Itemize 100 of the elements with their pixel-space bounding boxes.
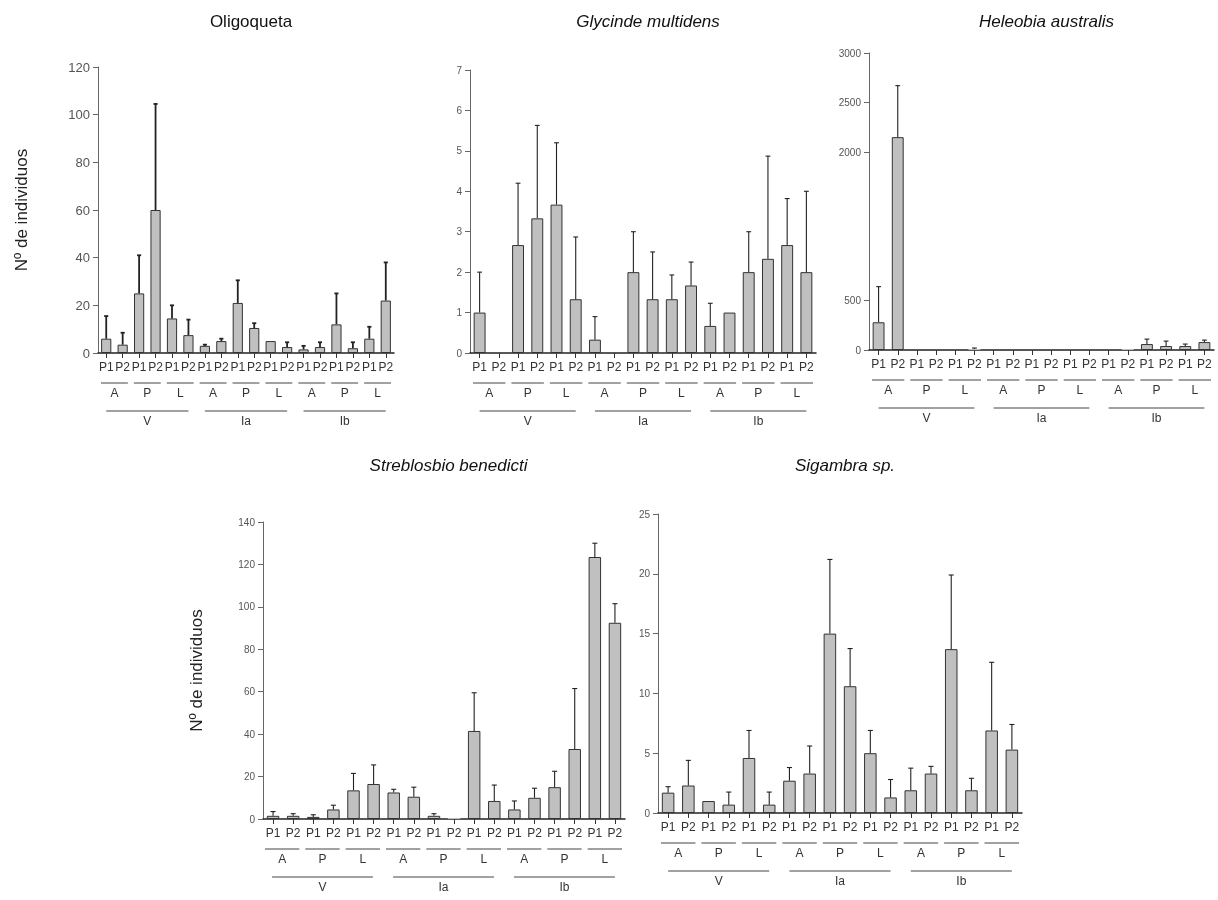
x-tick-label: P2 (760, 360, 776, 374)
text: Ib (1151, 411, 1162, 425)
x-tick-label: P2 (680, 820, 696, 834)
text: L (480, 852, 488, 866)
y-tick-label: 140 (238, 516, 256, 528)
y-tick-label: 6 (456, 104, 463, 116)
y-tick-label: 5 (644, 747, 651, 759)
y-tick-label: 0 (855, 344, 862, 356)
y-tick-label: 5 (456, 145, 463, 157)
text: L (755, 846, 763, 860)
text: Ia (438, 880, 449, 894)
text: P (714, 846, 723, 860)
text: Ia (834, 874, 846, 888)
chart-title: Streblosbio benedicti (369, 456, 529, 475)
x-tick-label: P2 (213, 360, 229, 374)
x-tick-label: P2 (181, 360, 197, 374)
x-tick-label: P2 (567, 826, 583, 840)
x-tick-label: P1 (507, 826, 523, 840)
x-tick-label: P1 (701, 820, 717, 834)
text: L (1076, 383, 1084, 397)
x-tick-label: P1 (1139, 357, 1155, 371)
x-tick-label: P2 (645, 360, 661, 374)
y-tick-label: 0 (249, 813, 256, 825)
x-tick-label: P2 (1197, 357, 1213, 371)
text: L (562, 386, 570, 400)
x-tick-label: P1 (903, 820, 919, 834)
x-tick-label: P1 (947, 357, 963, 371)
text: Ib (956, 874, 967, 888)
x-tick-label: P2 (406, 826, 422, 840)
x-tick-label: P1 (466, 826, 482, 840)
x-tick-label: P1 (263, 360, 279, 374)
text: P (1152, 383, 1161, 397)
x-tick-label: P2 (1158, 357, 1174, 371)
x-tick-label: P2 (967, 357, 983, 371)
x-tick-label: P1 (1062, 357, 1078, 371)
y-tick-label: 1 (456, 307, 463, 319)
x-tick-label: P1 (265, 826, 281, 840)
y-tick-label: 20 (243, 771, 256, 783)
x-tick-label: P1 (587, 360, 603, 374)
x-tick-label: P2 (491, 360, 507, 374)
x-tick-label: P2 (606, 360, 622, 374)
text: L (877, 846, 885, 860)
y-tick-label: 0 (456, 347, 463, 359)
x-tick-label: P1 (329, 360, 345, 374)
text: L (374, 386, 382, 400)
text: A (884, 383, 893, 397)
text: P (241, 386, 251, 400)
text: V (523, 414, 532, 428)
y-tick-label: 80 (75, 154, 90, 170)
y-tick-label: 15 (638, 628, 651, 640)
x-tick-label: P2 (345, 360, 361, 374)
text: A (485, 386, 494, 400)
y-tick-label: 80 (243, 643, 256, 655)
x-tick-label: P2 (928, 357, 944, 371)
text: Ia (1036, 411, 1047, 425)
x-tick-label: P2 (964, 820, 980, 834)
text: V (922, 411, 931, 425)
x-tick-label: P1 (346, 826, 362, 840)
text: P (1037, 383, 1046, 397)
x-tick-label: P2 (285, 826, 301, 840)
x-tick-label: P2 (148, 360, 164, 374)
x-tick-label: P1 (197, 360, 213, 374)
text: A (1114, 383, 1123, 397)
y-tick-label: 120 (238, 558, 256, 570)
text: A (520, 852, 529, 866)
x-tick-label: P1 (164, 360, 180, 374)
x-tick-label: P1 (862, 820, 878, 834)
text: P (523, 386, 532, 400)
y-tick-label: 40 (75, 250, 90, 266)
y-tick-label: 2500 (838, 97, 862, 108)
y-tick-label: 7 (456, 64, 463, 76)
text: A (600, 386, 609, 400)
x-tick-label: P2 (890, 357, 906, 371)
x-tick-label: P2 (568, 360, 584, 374)
text: A (307, 386, 316, 400)
x-tick-label: P2 (721, 820, 737, 834)
text: Ia (240, 414, 252, 428)
x-tick-label: P1 (426, 826, 442, 840)
text: P (754, 386, 763, 400)
text: A (674, 846, 683, 860)
text: L (678, 386, 686, 400)
text: V (714, 874, 723, 888)
y-tick-label: 40 (243, 728, 256, 740)
text: L (176, 386, 184, 400)
y-tick-label: 3000 (838, 47, 862, 59)
y-tick-label: 4 (456, 185, 463, 197)
text: A (209, 386, 218, 400)
x-tick-label: P2 (683, 360, 699, 374)
x-tick-label: P1 (1177, 357, 1193, 371)
y-tick-label: 25 (638, 508, 651, 520)
x-tick-label: P1 (822, 820, 838, 834)
x-tick-label: P1 (296, 360, 312, 374)
x-tick-label: P1 (782, 820, 798, 834)
y-tick-label: 60 (243, 686, 256, 698)
x-tick-label: P2 (312, 360, 328, 374)
chart-title: Heleobia australis (978, 12, 1115, 31)
y-axis-title: Nº de individuos (187, 609, 206, 732)
x-tick-label: P1 (386, 826, 402, 840)
text: A (999, 383, 1008, 397)
x-tick-label: P2 (527, 826, 543, 840)
